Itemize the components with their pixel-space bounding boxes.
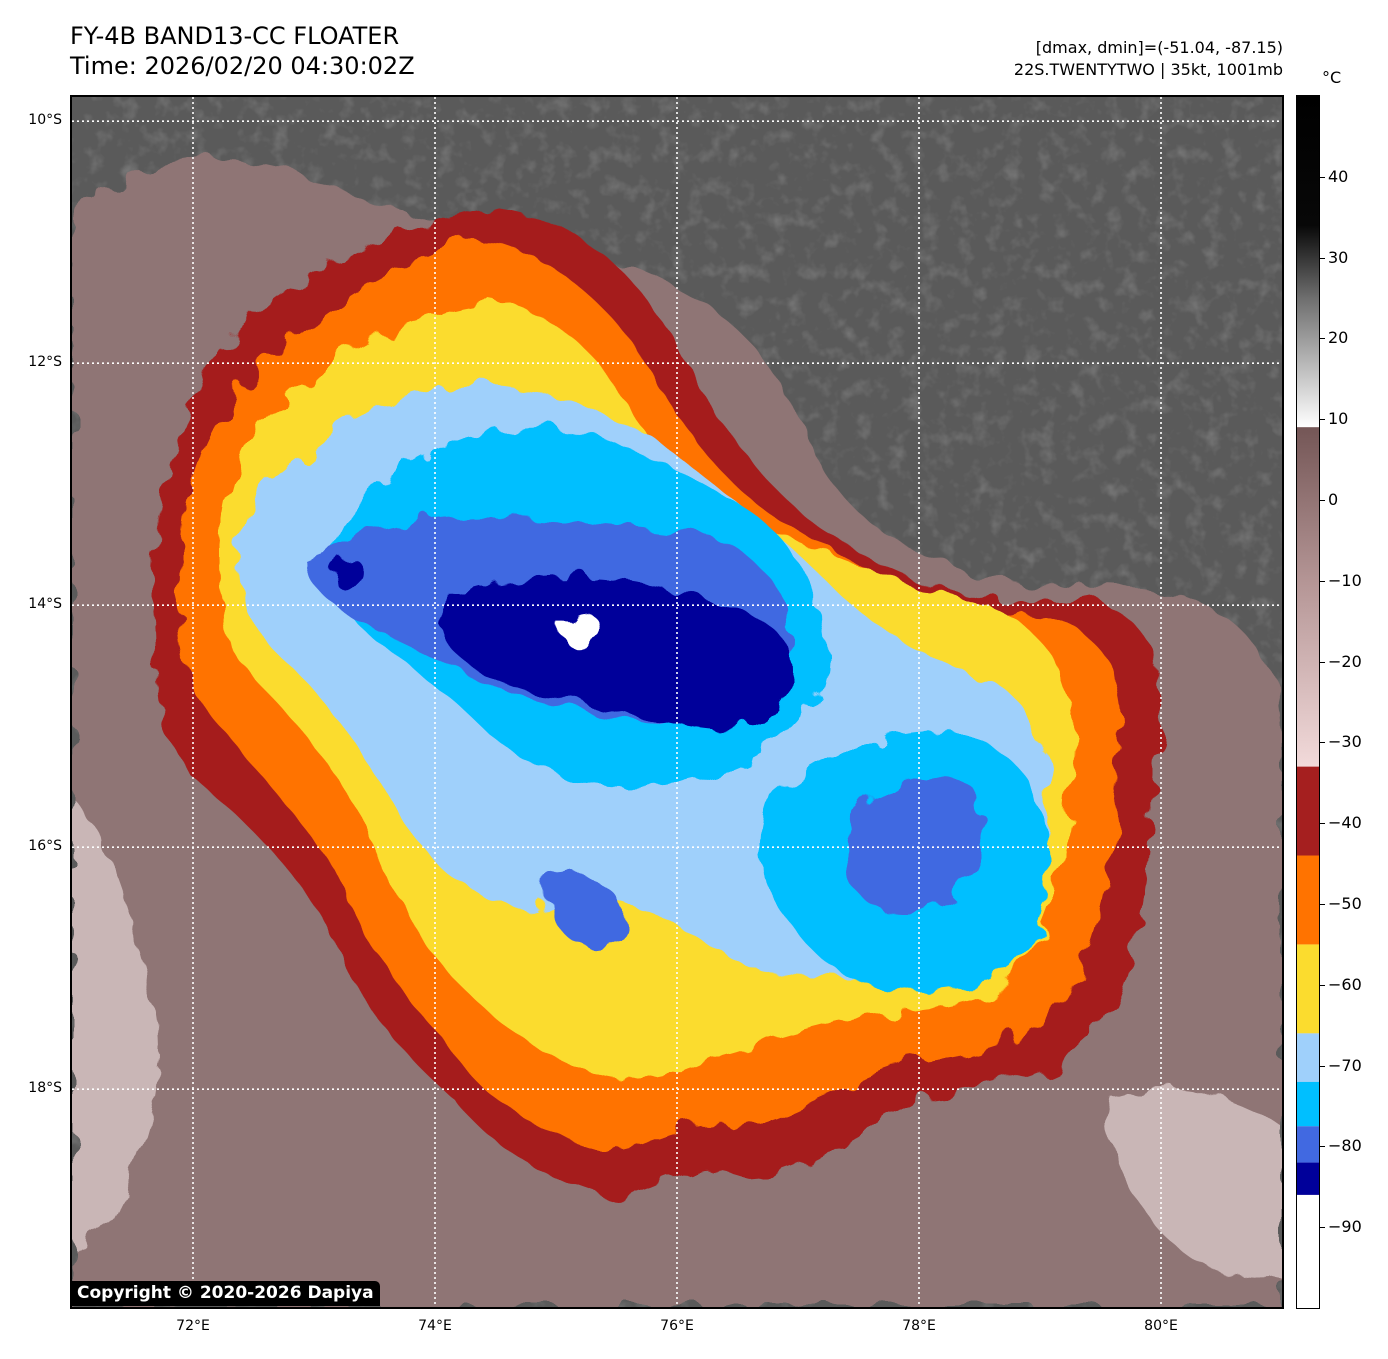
colorbar-tick-label: −40 — [1328, 813, 1362, 833]
colorbar-tick-label: −10 — [1328, 570, 1362, 590]
cloud-light-patch-southeast — [1108, 1088, 1282, 1279]
colorbar-tick-label: −90 — [1328, 1217, 1362, 1237]
colorbar-band — [1297, 766, 1319, 856]
colorbar-unit: °C — [1322, 68, 1342, 87]
band-royal-blue-south — [548, 873, 623, 944]
colorbar-tick-mark — [1320, 1065, 1325, 1067]
colorbar-scale — [1297, 96, 1319, 1308]
cloud-light-patch-west — [72, 797, 159, 1247]
colorbar-tick-mark — [1320, 904, 1325, 905]
band-navy-core — [441, 577, 792, 730]
lat-label: 12°S — [28, 354, 62, 371]
lon-label: 74°E — [418, 1318, 452, 1334]
colorbar-tick-label: 10 — [1328, 409, 1349, 429]
lat-label: 14°S — [28, 596, 62, 613]
colorbar-tick-label: −20 — [1328, 651, 1362, 671]
lat-label: 10°S — [28, 112, 62, 129]
colorbar-tick-label: 20 — [1328, 328, 1349, 348]
colorbar-band — [1297, 1081, 1319, 1127]
colorbar-tick-label: 0 — [1328, 490, 1339, 509]
colorbar-tick-mark — [1320, 419, 1325, 421]
colorbar-tick-mark — [1320, 823, 1325, 825]
colorbar-tick-label: −50 — [1328, 894, 1362, 913]
storm-info: 22S.TWENTYTWO | 35kt, 1001mb — [1013, 60, 1283, 79]
colorbar-tick-label: 40 — [1328, 166, 1349, 186]
lon-label: 72°E — [176, 1318, 210, 1334]
colorbar-tick-mark — [1320, 580, 1325, 582]
colorbar-band — [1297, 1033, 1319, 1082]
colorbar-tick-mark — [1320, 338, 1325, 340]
lon-label: 76°E — [660, 1318, 694, 1334]
satellite-map[interactable]: Copyright © 2020-2026 Dapiya — [70, 95, 1284, 1309]
colorbar-tick-label: 30 — [1328, 247, 1349, 267]
lon-label: 78°E — [902, 1318, 936, 1334]
band-navy-small — [331, 557, 365, 589]
colorbar-band — [1297, 1126, 1319, 1163]
chart-title: FY-4B BAND13-CC FLOATER — [70, 22, 400, 50]
colorbar-tick-mark — [1320, 500, 1325, 501]
colorbar-band — [1297, 944, 1319, 1034]
lat-label: 16°S — [28, 838, 62, 855]
colorbar-tick-mark — [1320, 661, 1325, 663]
band-royal-blue-southeast — [848, 776, 983, 912]
chart-timestamp: Time: 2026/02/20 04:30:02Z — [70, 52, 415, 80]
colorbar-tick-mark — [1320, 257, 1325, 259]
colorbar-band — [1297, 1162, 1319, 1195]
colorbar-tick-mark — [1320, 1227, 1325, 1229]
colorbar-tick-mark — [1320, 176, 1325, 178]
colorbar-tick-label: −60 — [1328, 974, 1362, 994]
colorbar — [1296, 95, 1320, 1309]
colorbar-tick-mark — [1320, 984, 1325, 986]
colorbar-tick-mark — [1320, 1146, 1325, 1148]
lat-label: 18°S — [28, 1080, 62, 1097]
colorbar-tick-mark — [1320, 742, 1325, 744]
copyright-label: Copyright © 2020-2026 Dapiya — [72, 1281, 380, 1306]
temperature-stats: [dmax, dmin]=(-51.04, -87.15) — [1035, 38, 1283, 57]
satellite-imagery — [72, 97, 1282, 1307]
band-white-coldest — [559, 613, 603, 646]
colorbar-tick-label: −30 — [1328, 732, 1362, 752]
colorbar-band — [1297, 1194, 1319, 1308]
colorbar-band — [1297, 855, 1319, 945]
lon-label: 80°E — [1144, 1318, 1178, 1334]
colorbar-tick-label: −80 — [1328, 1136, 1362, 1156]
graticule — [72, 97, 1282, 1307]
colorbar-tick-label: −70 — [1328, 1055, 1362, 1075]
